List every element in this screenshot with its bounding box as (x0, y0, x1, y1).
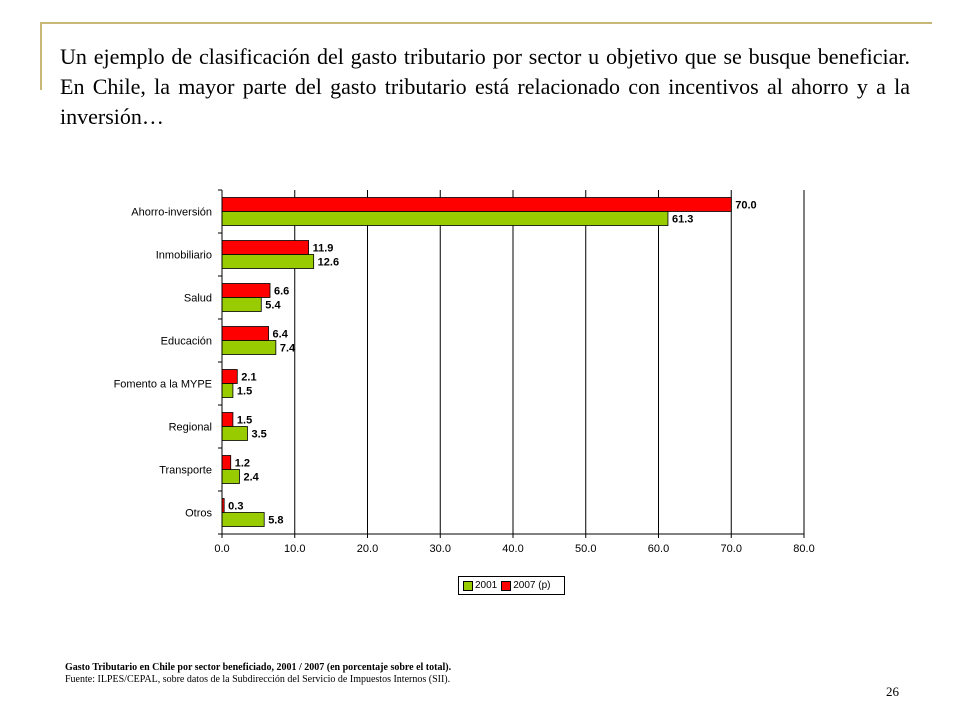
category-label-2: Salud (184, 293, 212, 305)
figure-caption: Gasto Tributario en Chile por sector ben… (65, 662, 451, 686)
value-label-2001-2: 5.4 (265, 300, 281, 312)
value-label-2007-3: 6.4 (273, 329, 289, 341)
slide-frame-top-line (40, 22, 932, 24)
legend-item-2007: 2007 (p) (501, 580, 551, 591)
bar-2007-6 (221, 455, 232, 470)
chart-axes: 0.0 10.0 20.0 30.0 40.0 50.0 60.0 70.0 80.0 (214, 189, 815, 555)
category-label-4: Fomento a la MYPE (114, 379, 212, 391)
bar-2001-5 (221, 426, 248, 441)
value-label-2007-1: 11.9 (313, 243, 334, 255)
category-label-1: Inmobiliario (156, 250, 212, 262)
value-label-2007-5: 1.5 (237, 415, 252, 427)
x-tick-label-2: 20.0 (357, 543, 378, 555)
slide-frame-left-line (40, 22, 42, 90)
bar-2007-1 (221, 240, 309, 255)
value-label-2007-7: 0.3 (228, 501, 243, 513)
x-tick-label-6: 60.0 (648, 543, 669, 555)
chart-legend: 2001 2007 (p) (458, 576, 565, 595)
slide-title: Un ejemplo de clasificación del gasto tr… (60, 44, 910, 129)
category-label-6: Transporte (159, 465, 212, 477)
legend-label-2007: 2007 (p) (513, 580, 551, 591)
bar-2007-2 (221, 283, 271, 298)
x-tick-label-3: 30.0 (430, 543, 451, 555)
value-label-2001-1: 12.6 (318, 257, 339, 269)
bar-2001-6 (221, 469, 240, 484)
bar-2001-2 (221, 297, 262, 312)
value-label-2001-5: 3.5 (251, 429, 266, 441)
x-tick-label-1: 10.0 (284, 543, 305, 555)
x-tick-label-5: 50.0 (575, 543, 596, 555)
chart-bars (221, 197, 732, 527)
x-tick-label-7: 70.0 (721, 543, 742, 555)
value-label-2007-6: 1.2 (235, 458, 250, 470)
chart-labels: Ahorro-inversión 70.0 61.3 Inmobiliario 11.9… (114, 200, 757, 527)
bar-2007-0 (221, 197, 732, 212)
x-tick-label-0: 0.0 (214, 543, 229, 555)
bar-2007-4 (221, 369, 238, 384)
bar-2001-3 (221, 340, 277, 355)
value-label-2007-0: 70.0 (735, 200, 756, 212)
value-label-2001-4: 1.5 (237, 386, 252, 398)
bar-2001-1 (221, 254, 315, 269)
x-tick-label-4: 40.0 (502, 543, 523, 555)
value-label-2001-0: 61.3 (672, 214, 693, 226)
caption-source: Fuente: ILPES/CEPAL, sobre datos de la S… (65, 674, 451, 685)
page-number: 26 (886, 684, 899, 699)
x-tick-label-8: 80.0 (793, 543, 814, 555)
category-label-7: Otros (185, 508, 212, 520)
category-label-3: Educación (161, 336, 212, 348)
bar-2007-5 (221, 412, 234, 427)
bar-2001-4 (221, 383, 234, 398)
bar-2001-0 (221, 211, 669, 226)
value-label-2007-2: 6.6 (274, 286, 289, 298)
category-label-0: Ahorro-inversión (131, 207, 212, 219)
value-label-2001-6: 2.4 (243, 472, 259, 484)
value-label-2007-4: 2.1 (241, 372, 256, 384)
legend-item-2001: 2001 (463, 580, 497, 591)
legend-swatch-2007 (501, 580, 512, 591)
value-label-2001-7: 5.8 (268, 515, 283, 527)
value-label-2001-3: 7.4 (280, 343, 296, 355)
chart-gridlines (294, 190, 805, 534)
bar-2001-7 (221, 512, 265, 527)
bar-2007-3 (221, 326, 269, 341)
legend-label-2001: 2001 (475, 580, 498, 591)
legend-swatch-2001 (463, 580, 473, 591)
caption-title: Gasto Tributario en Chile por sector ben… (65, 662, 452, 673)
category-label-5: Regional (169, 422, 212, 434)
